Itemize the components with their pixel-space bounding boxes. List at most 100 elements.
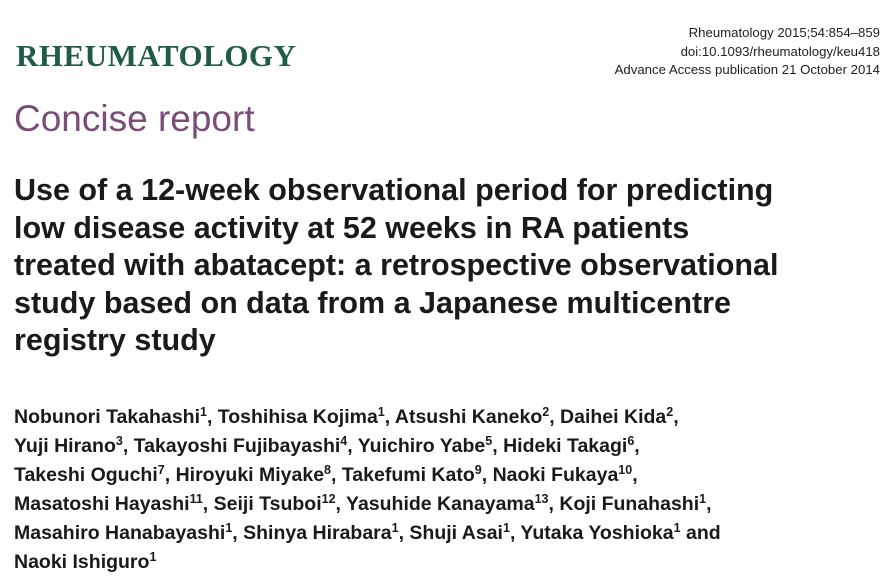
author-name-text: Masahiro Hanabayashi [14, 522, 226, 544]
author-name[interactable]: Daihei Kida2 [560, 406, 673, 428]
author-name[interactable]: Yasuhide Kanayama13 [346, 493, 549, 515]
author-separator: , [509, 522, 521, 544]
author-line: Naoki Ishiguro1 [14, 548, 884, 577]
author-name-text: Shuji Asai [409, 522, 503, 544]
author-name-text: Masatoshi Hayashi [14, 493, 190, 515]
author-name-text: Atsushi Kaneko [394, 406, 543, 428]
author-name-text: Takayoshi Fujibayashi [133, 435, 341, 457]
author-name[interactable]: Atsushi Kaneko2 [395, 406, 549, 428]
affiliation-marker: 1 [377, 405, 385, 419]
author-name-text: Yuichiro Yabe [357, 435, 486, 457]
affiliation-marker: 6 [627, 434, 635, 448]
author-separator: , [492, 435, 504, 457]
title-line: registry study [14, 323, 216, 357]
author-name[interactable]: Naoki Ishiguro1 [14, 551, 156, 573]
author-separator: , [673, 406, 679, 428]
author-name[interactable]: Masatoshi Hayashi11 [14, 493, 203, 515]
affiliation-marker: 7 [157, 463, 165, 477]
author-name[interactable]: Yuichiro Yabe5 [358, 435, 492, 457]
affiliation-marker: 1 [391, 521, 399, 535]
author-separator: , [706, 493, 712, 515]
author-name-text: Koji Funahashi [559, 493, 700, 515]
author-name[interactable]: Takayoshi Fujibayashi4 [134, 435, 348, 457]
author-name-text: Takeshi Oguchi [14, 464, 158, 486]
author-name[interactable]: Takefumi Kato9 [342, 464, 482, 486]
author-list: Nobunori Takahashi1, Toshihisa Kojima1, … [14, 403, 884, 577]
author-separator: , [164, 464, 176, 486]
author-name[interactable]: Masahiro Hanabayashi1 [14, 522, 232, 544]
author-separator: , [481, 464, 493, 486]
author-name-text: Yutaka Yoshioka [520, 522, 674, 544]
author-name-text: Hideki Takagi [503, 435, 628, 457]
affiliation-marker: 1 [699, 492, 707, 506]
affiliation-marker: 11 [189, 492, 203, 506]
author-name[interactable]: Nobunori Takahashi1 [14, 406, 207, 428]
affiliation-marker: 1 [200, 405, 207, 419]
author-line: Masatoshi Hayashi11, Seiji Tsuboi12, Yas… [14, 490, 884, 519]
title-line: Use of a 12-week observational period fo… [14, 173, 774, 207]
author-separator: , [549, 406, 561, 428]
citation-doi[interactable]: doi:10.1093/rheumatology/keu418 [680, 43, 880, 59]
author-separator: , [347, 435, 358, 457]
author-separator: , [632, 464, 638, 486]
author-name-text: Shinya Hirabara [243, 522, 392, 544]
title-line: study based on data from a Japanese mult… [14, 285, 731, 320]
author-separator: , [202, 493, 214, 515]
affiliation-marker: 9 [474, 463, 482, 477]
author-name-text: Hiroyuki Miyake [175, 464, 325, 486]
affiliation-marker: 2 [542, 405, 550, 419]
author-line: Nobunori Takahashi1, Toshihisa Kojima1, … [14, 403, 884, 432]
affiliation-marker: 5 [485, 434, 493, 448]
author-separator: and [680, 522, 721, 544]
affiliation-marker: 8 [324, 463, 331, 477]
author-name-text: Yuji Hirano [14, 435, 116, 457]
author-name-text: Daihei Kida [560, 406, 667, 428]
author-name-text: Seiji Tsuboi [213, 493, 322, 515]
author-separator: , [398, 522, 410, 544]
author-separator: , [206, 406, 218, 428]
author-separator: , [331, 464, 342, 486]
author-name[interactable]: Seiji Tsuboi12 [214, 493, 336, 515]
author-separator: , [122, 435, 134, 457]
author-line: Yuji Hirano3, Takayoshi Fujibayashi4, Yu… [14, 432, 884, 461]
citation-block: Rheumatology 2015;54:854–859 doi:10.1093… [615, 24, 880, 80]
citation-publication-date: Advance Access publication 21 October 20… [614, 62, 880, 77]
author-separator: , [634, 435, 640, 457]
author-separator: , [232, 522, 244, 544]
journal-name: RHEUMATOLOGY [16, 38, 297, 73]
author-separator: , [335, 493, 347, 515]
author-name[interactable]: Shuji Asai1 [409, 522, 510, 544]
author-name-text: Takefumi Kato [341, 464, 475, 486]
affiliation-marker: 2 [666, 405, 674, 419]
author-name[interactable]: Hideki Takagi6 [503, 435, 634, 457]
author-name[interactable]: Yutaka Yoshioka1 [520, 522, 680, 544]
affiliation-marker: 13 [534, 492, 549, 506]
author-name[interactable]: Hiroyuki Miyake8 [176, 464, 331, 486]
author-separator: , [384, 406, 395, 428]
affiliation-marker: 12 [321, 492, 336, 506]
author-name[interactable]: Koji Funahashi1 [559, 493, 706, 515]
affiliation-marker: 3 [115, 434, 123, 448]
title-line: treated with abatacept: a retrospective … [14, 248, 779, 282]
author-name[interactable]: Shinya Hirabara1 [243, 522, 398, 544]
affiliation-marker: 1 [502, 521, 510, 535]
affiliation-marker: 1 [149, 550, 157, 564]
author-name[interactable]: Naoki Fukaya10 [493, 464, 633, 486]
author-name[interactable]: Takeshi Oguchi7 [14, 464, 165, 486]
affiliation-marker: 1 [225, 521, 233, 535]
section-label: Concise report [14, 98, 255, 139]
author-line: Takeshi Oguchi7, Hiroyuki Miyake8, Takef… [14, 461, 884, 490]
author-name-text: Nobunori Takahashi [14, 406, 200, 428]
author-name-text: Naoki Fukaya [492, 464, 619, 486]
citation-volume: Rheumatology 2015;54:854–859 [688, 25, 880, 40]
author-name[interactable]: Toshihisa Kojima1 [218, 406, 385, 428]
author-name-text: Yasuhide Kanayama [346, 493, 535, 515]
author-name-text: Naoki Ishiguro [14, 551, 150, 573]
author-separator: , [548, 493, 560, 515]
article-title: Use of a 12-week observational period fo… [14, 172, 884, 360]
author-name-text: Toshihisa Kojima [217, 406, 378, 428]
author-name[interactable]: Yuji Hirano3 [14, 435, 123, 457]
affiliation-marker: 10 [618, 463, 633, 477]
title-line: low disease activity at 52 weeks in RA p… [14, 210, 690, 245]
affiliation-marker: 4 [340, 434, 348, 448]
